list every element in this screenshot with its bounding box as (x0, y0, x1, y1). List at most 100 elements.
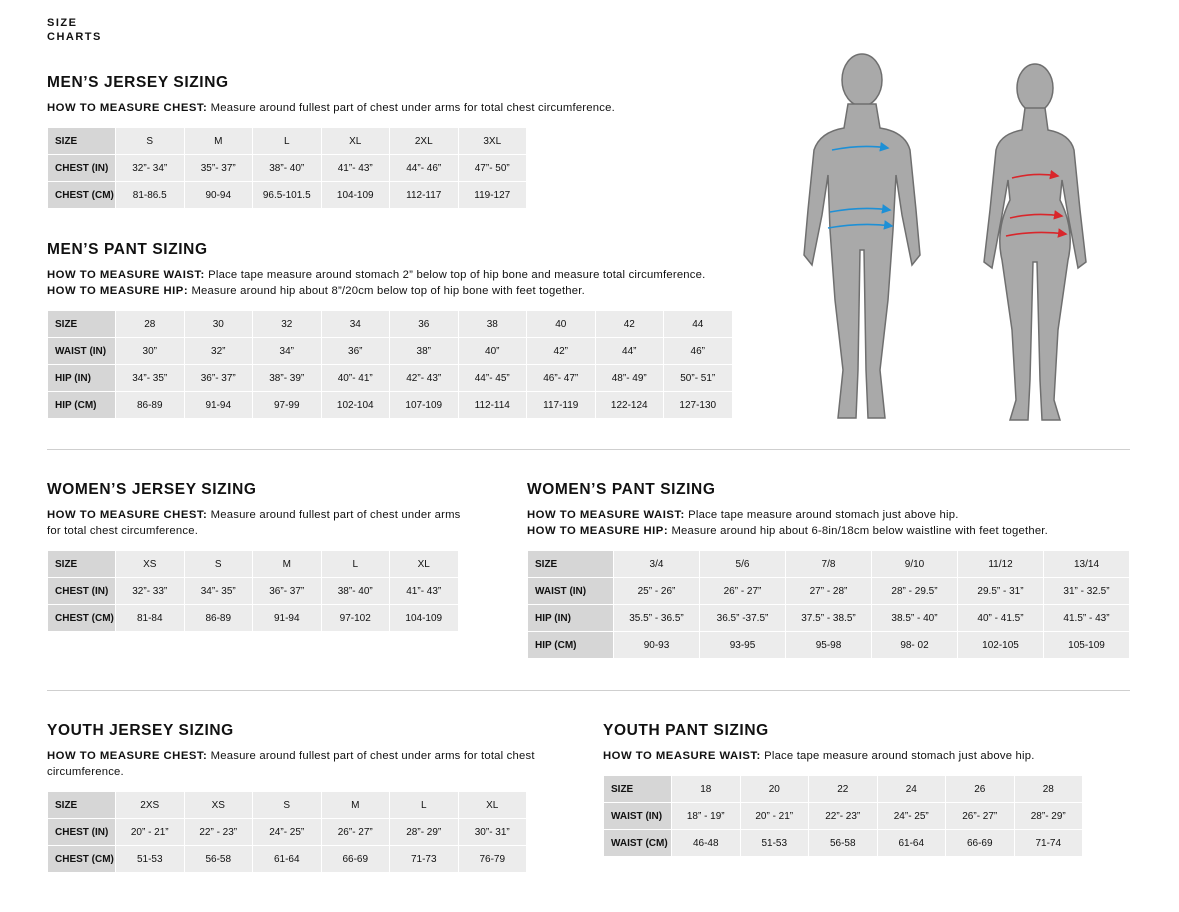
table-cell: 91-94 (183, 391, 253, 419)
table-row: CHEST (IN) 32”- 33” 34”- 35” 36”- 37” 38”- 4… (47, 577, 459, 605)
instruction-text: Measure around fullest part of chest und… (47, 509, 461, 537)
header-cell: 28 (115, 310, 185, 338)
header-cell: 20 (739, 775, 809, 803)
table-cell: 47”- 50” (457, 154, 527, 182)
header-cell: M (183, 127, 253, 155)
table-cell: 32”- 33” (115, 577, 185, 605)
table-cell: 81-84 (115, 604, 185, 632)
header-cell: 3/4 (613, 550, 700, 578)
table-cell: 41”- 43” (320, 154, 390, 182)
table-cell: 40” (457, 337, 527, 365)
table-row: HIP (IN) 34”- 35” 36”- 37” 38”- 39” 40”- 41”… (47, 364, 733, 392)
table-cell: 41”- 43” (389, 577, 459, 605)
header-cell: S (115, 127, 185, 155)
table-cell: 117-119 (526, 391, 596, 419)
table-cell: 71-73 (389, 845, 459, 873)
table-row: SIZE XS S M L XL (47, 550, 459, 578)
table-cell: 98- 02 (871, 631, 958, 659)
header-cell: WAIST (IN) (47, 337, 116, 365)
header-cell: 28 (1013, 775, 1083, 803)
header-cell: HIP (IN) (527, 604, 614, 632)
table-row: WAIST (IN) 18” - 19” 20” - 21” 22”- 23” 24”-… (603, 802, 1083, 830)
section-title: WOMEN’S PANT SIZING (527, 481, 716, 498)
instruction: HOW TO MEASURE HIP: Measure around hip a… (527, 523, 1147, 539)
table-cell: 51-53 (739, 829, 809, 857)
table-cell: 44”- 46” (389, 154, 459, 182)
instruction: HOW TO MEASURE CHEST: Measure around ful… (47, 100, 747, 116)
table-cell: 42”- 43” (389, 364, 459, 392)
table-cell: 76-79 (457, 845, 527, 873)
table-row: SIZE 2XS XS S M L XL (47, 791, 527, 819)
instruction-label: HOW TO MEASURE WAIST: (527, 509, 685, 521)
instruction-text: Measure around hip about 6-8in/18cm belo… (671, 525, 1048, 537)
section: YOUTH JERSEY SIZING HOW TO MEASURE CHEST:… (47, 722, 537, 873)
header-cell: 26 (945, 775, 1015, 803)
table-cell: 40”- 41” (320, 364, 390, 392)
instruction-text: Measure around fullest part of chest und… (47, 750, 535, 778)
table-cell: 41.5” - 43” (1043, 604, 1130, 632)
table-cell: 18” - 19” (671, 802, 741, 830)
header-cell: L (252, 127, 322, 155)
section-title: YOUTH PANT SIZING (603, 722, 769, 739)
table-row: CHEST (CM) 81-86.5 90-94 96.5-101.5 104-109 1… (47, 181, 527, 209)
header-cell: 40 (526, 310, 596, 338)
table-row: SIZE 3/4 5/6 7/8 9/10 11/12 13/14 (527, 550, 1130, 578)
header-cell: 32 (252, 310, 322, 338)
header-cell: 44 (663, 310, 733, 338)
header-cell: L (320, 550, 390, 578)
header-cell: S (183, 550, 253, 578)
table-cell: 29.5” - 31” (957, 577, 1044, 605)
table-cell: 86-89 (183, 604, 253, 632)
header-cell: CHEST (IN) (47, 577, 116, 605)
table-cell: 107-109 (389, 391, 459, 419)
table-cell: 26”- 27” (945, 802, 1015, 830)
size-table: SIZE 28 30 32 34 36 38 40 42 44 WAIST (IN) 30” 32” 34… (47, 310, 733, 419)
table-cell: 38”- 39” (252, 364, 322, 392)
table-row: WAIST (CM) 46-48 51-53 56-58 61-64 66-69 71-74 (603, 829, 1083, 857)
table-cell: 44”- 45” (457, 364, 527, 392)
table-cell: 34” (252, 337, 322, 365)
header-cell: SIZE (603, 775, 672, 803)
header-cell: 7/8 (785, 550, 872, 578)
instruction-label: HOW TO MEASURE WAIST: (47, 269, 205, 281)
header-cell: 36 (389, 310, 459, 338)
size-table: SIZE S M L XL 2XL 3XL CHEST (IN) 32”- 34” 35”- 37… (47, 127, 527, 209)
header-cell: S (252, 791, 322, 819)
table-cell: 40” - 41.5” (957, 604, 1044, 632)
header-cell: XS (183, 791, 253, 819)
section: WOMEN’S PANT SIZING HOW TO MEASURE WAIST:… (527, 481, 1147, 659)
instruction-text: Place tape measure around stomach just a… (764, 750, 1035, 762)
table-cell: 61-64 (876, 829, 946, 857)
table-cell: 32”- 34” (115, 154, 185, 182)
table-cell: 56-58 (808, 829, 878, 857)
header-cell: WAIST (CM) (603, 829, 672, 857)
table-row: HIP (CM) 86-89 91-94 97-99 102-104 107-109 112… (47, 391, 733, 419)
instruction-label: HOW TO MEASURE CHEST: (47, 750, 208, 762)
header-cell: XL (457, 791, 527, 819)
instruction-text: Place tape measure around stomach 2” bel… (208, 269, 706, 281)
section-title: WOMEN’S JERSEY SIZING (47, 481, 257, 498)
table-cell: 97-99 (252, 391, 322, 419)
header-cell: 13/14 (1043, 550, 1130, 578)
table-cell: 36”- 37” (252, 577, 322, 605)
table-cell: 26”- 27” (320, 818, 390, 846)
header-cell: XL (320, 127, 390, 155)
header: SIZE CHARTS (47, 16, 102, 44)
header-cell: 42 (594, 310, 664, 338)
header-cell: HIP (IN) (47, 364, 116, 392)
header-cell: 22 (808, 775, 878, 803)
header-cell: 30 (183, 310, 253, 338)
instruction: HOW TO MEASURE WAIST: Place tape measure… (527, 507, 1147, 523)
table-cell: 119-127 (457, 181, 527, 209)
table-cell: 104-109 (389, 604, 459, 632)
table-cell: 81-86.5 (115, 181, 185, 209)
table-row: SIZE 28 30 32 34 36 38 40 42 44 (47, 310, 733, 338)
size-table: SIZE 2XS XS S M L XL CHEST (IN) 20” - 21” 22” - 2… (47, 791, 527, 873)
header-cell: SIZE (47, 791, 116, 819)
header-cell: 11/12 (957, 550, 1044, 578)
section-title: MEN’S JERSEY SIZING (47, 74, 229, 91)
table-cell: 71-74 (1013, 829, 1083, 857)
female-figure (983, 63, 1087, 421)
table-row: CHEST (CM) 81-84 86-89 91-94 97-102 104-109 (47, 604, 459, 632)
table-cell: 31” - 32.5” (1043, 577, 1130, 605)
